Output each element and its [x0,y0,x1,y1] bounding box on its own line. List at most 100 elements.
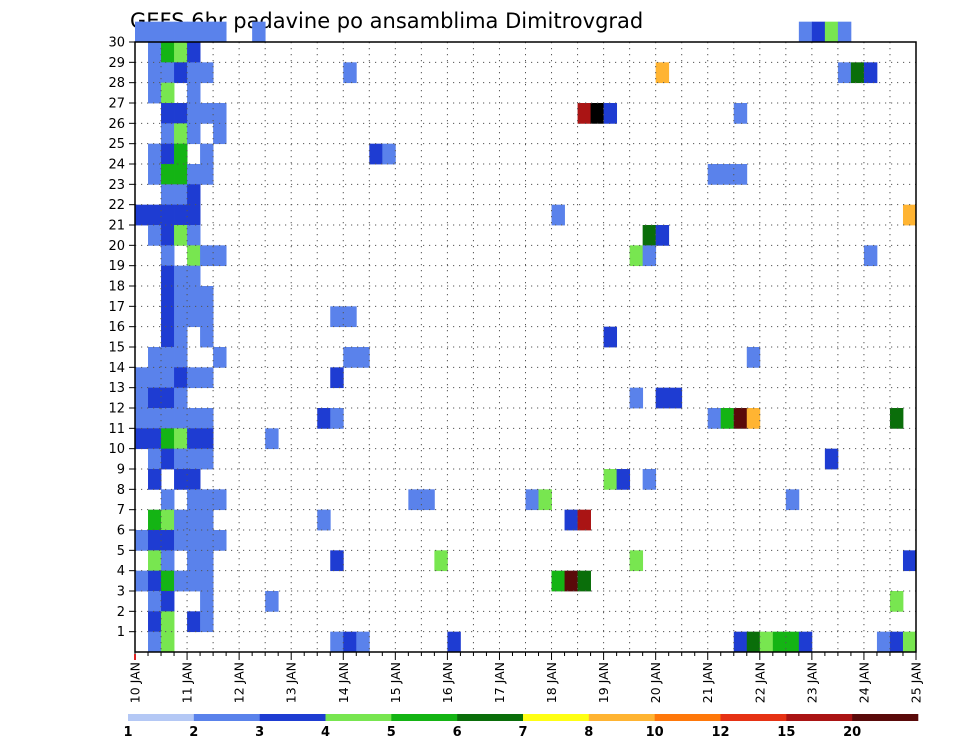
y-tick-label: 10 [108,442,125,457]
cell-m25-s3 [174,123,188,145]
cell-m7-s21 [408,489,422,511]
cell-m1-s4 [187,611,201,633]
cell-m2-s1 [148,591,162,612]
cell-m6-s5 [200,509,214,531]
cell-m24-s3 [174,143,188,165]
x-tick-label: 13 JAN [284,662,299,703]
y-tick-label: 2 [117,605,125,620]
cell-m5-s5 [200,530,214,551]
cell-m10-s1 [148,428,162,450]
cell-m5-s6 [213,530,227,551]
cell-m8-s3 [174,469,188,490]
cell-m11-s58 [889,408,904,429]
cell-m0-s1 [148,631,162,653]
y-tick-label: 9 [117,463,125,478]
cell-m23-s2 [161,164,175,185]
cell-m13-s0 [135,367,149,389]
cell-m16-s3 [174,306,188,328]
cell-m11-s44 [707,408,722,429]
cell-m11-s1 [148,408,162,429]
cell-m6-s14 [317,509,331,531]
cell-m30-s51 [798,21,813,43]
legend-swatch [128,714,195,721]
cell-m17-s2 [161,286,175,307]
cell-m11-s46 [733,408,748,429]
legend-label: 20 [843,725,861,740]
cell-m21-s1 [148,204,162,226]
cell-m3-s34 [577,570,591,592]
cell-m23-s1 [148,164,162,185]
legend-label: 5 [387,725,396,740]
x-tick-label: 18 JAN [544,662,559,703]
cell-m11-s45 [720,408,735,429]
cell-m13-s1 [148,367,162,389]
cell-m16-s2 [161,306,175,328]
cell-m21-s4 [187,204,201,226]
cell-m0-s50 [785,631,800,653]
legend-label: 1 [123,725,132,740]
cell-m30-s9 [252,21,266,43]
cell-m9-s1 [148,448,162,470]
cell-m16-s5 [200,306,214,328]
cell-m1-s5 [200,611,214,633]
y-tick-label: 13 [108,381,125,396]
cell-m2-s10 [265,591,279,612]
cell-m4-s38 [629,550,644,572]
legend-swatch [193,714,260,721]
cell-m23-s44 [707,164,722,185]
cell-m11-s47 [746,408,761,429]
cell-m14-s47 [746,347,761,368]
x-tick-label: 11 JAN [180,662,195,703]
cell-m1-s1 [148,611,162,633]
cell-m29-s3 [174,42,188,63]
y-tick-label: 21 [108,219,125,234]
cell-m9-s4 [187,448,201,470]
cell-m19-s38 [629,245,644,267]
cell-m26-s35 [590,103,604,124]
cell-m12-s40 [655,387,670,409]
cell-m16-s15 [330,306,344,328]
y-tick-label: 29 [108,56,125,71]
cell-m12-s38 [629,387,644,409]
cell-m10-s2 [161,428,175,450]
cell-m28-s56 [863,62,878,84]
cell-m0-s59 [902,631,917,653]
cell-m14-s1 [148,347,162,368]
y-tick-label: 20 [108,239,125,254]
cell-m0-s16 [343,631,357,653]
cell-m4-s15 [330,550,344,572]
cell-m22-s3 [174,184,188,206]
x-tick-label: 12 JAN [232,662,247,703]
cell-m19-s5 [200,245,214,267]
cell-m21-s59 [902,204,917,226]
y-tick-label: 11 [108,422,125,437]
cell-m26-s3 [174,103,188,124]
cell-m23-s5 [200,164,214,185]
legend-swatch [391,714,458,721]
cell-m26-s5 [200,103,214,124]
cell-m20-s4 [187,225,201,246]
cell-m30-s53 [824,21,839,43]
cell-m13-s5 [200,367,214,389]
cell-m2-s5 [200,591,214,612]
cell-m0-s47 [746,631,761,653]
y-tick-label: 25 [108,137,125,152]
cell-m21-s2 [161,204,175,226]
cell-m19-s56 [863,245,878,267]
cell-m4-s23 [434,550,448,572]
cell-m0-s46 [733,631,748,653]
legend-label: 4 [321,725,330,740]
y-tick-label: 4 [117,564,125,579]
cell-m3-s0 [135,570,149,592]
legend-label: 8 [584,725,593,740]
x-tick-label: 14 JAN [336,662,351,703]
cell-m0-s57 [876,631,891,653]
cell-m0-s24 [447,631,461,653]
cell-m8-s37 [616,469,631,490]
cell-m30-s5 [200,21,214,43]
cell-m21-s3 [174,204,188,226]
cell-m28-s55 [850,62,865,84]
cell-m6-s33 [564,509,578,531]
y-tick-label: 8 [117,483,125,498]
cell-m21-s0 [135,204,149,226]
